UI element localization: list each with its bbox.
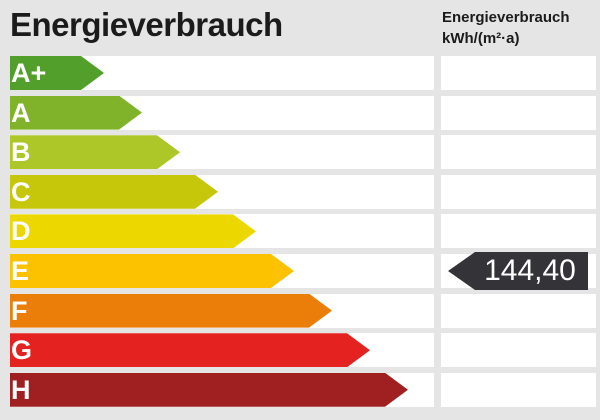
unit-header-line1: Energieverbrauch: [442, 9, 570, 26]
grade-label-B: B: [11, 137, 31, 168]
grade-label-A: A: [11, 97, 31, 128]
scale-row-A+: A+: [0, 56, 600, 90]
value-cell-D: [441, 214, 596, 249]
value-cell-C: [441, 174, 596, 209]
scale-row-G: G: [0, 333, 600, 368]
page-title: Energieverbrauch: [10, 6, 283, 43]
grade-arrow-H: [10, 373, 408, 407]
unit-header-line2: kWh/(m²·a): [442, 30, 520, 47]
grade-arrow-A+: [10, 56, 104, 90]
energy-scale: A+ A B C D E F G H: [0, 56, 600, 416]
value-cell-G: [441, 333, 596, 368]
grade-arrow-E: [10, 254, 294, 288]
grade-label-F: F: [11, 295, 28, 326]
scale-row-F: F: [0, 293, 600, 328]
grade-label-H: H: [11, 374, 31, 405]
value-cell-H: [441, 372, 596, 407]
value-cell-A: [441, 95, 596, 130]
value-cell-A+: [441, 56, 596, 90]
value-cell-B: [441, 135, 596, 170]
grade-arrow-B: [10, 135, 180, 169]
scale-row-C: C: [0, 174, 600, 209]
scale-row-H: H: [0, 372, 600, 407]
grade-label-C: C: [11, 176, 31, 207]
value-badge: 144,40: [448, 252, 588, 290]
value-cell-F: [441, 293, 596, 328]
scale-row-A: A: [0, 95, 600, 130]
grade-label-G: G: [11, 335, 33, 366]
grade-arrow-C: [10, 175, 218, 209]
grade-arrow-A: [10, 96, 142, 130]
scale-row-B: B: [0, 135, 600, 170]
scale-row-D: D: [0, 214, 600, 249]
grade-arrow-D: [10, 214, 256, 248]
grade-arrow-G: [10, 333, 370, 367]
grade-label-A+: A+: [11, 58, 47, 88]
unit-header: Energieverbrauch kWh/(m²·a): [442, 7, 570, 49]
value-text: 144,40: [484, 254, 576, 287]
grade-label-E: E: [11, 256, 30, 286]
grade-arrow-F: [10, 294, 332, 328]
grade-label-D: D: [11, 216, 31, 247]
